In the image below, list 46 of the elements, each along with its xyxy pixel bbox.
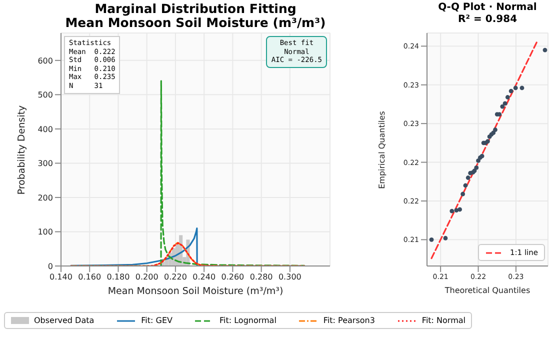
x-tick-label: 0.160 — [78, 272, 102, 282]
point — [476, 158, 480, 163]
y-tick-label: 200 — [38, 193, 53, 202]
y-tick-label: 400 — [38, 124, 53, 134]
x-tick-label: 0.280 — [250, 272, 273, 282]
point — [513, 86, 518, 90]
point — [520, 86, 524, 90]
x-tick-label: 0.260 — [221, 272, 244, 282]
point — [443, 236, 448, 240]
y-tick-label: 0 — [48, 262, 53, 271]
x-tick-label: 0.140 — [50, 272, 72, 282]
x-tick-label: 0.200 — [135, 272, 158, 282]
y-tick-label: 600 — [38, 56, 53, 66]
legend-label: Observed Data — [34, 316, 94, 325]
y-tick-label: 300 — [38, 159, 53, 168]
x-axis-title: Mean Monsoon Soil Moisture (m³/m³) — [106, 286, 284, 297]
point — [458, 207, 462, 212]
y-tick-label: 100 — [38, 228, 53, 237]
point — [542, 48, 548, 52]
chart-subtitle: Mean Monsoon Soil Moisture (m³/m³) — [64, 15, 327, 30]
point — [463, 183, 468, 188]
point — [502, 101, 508, 106]
legend-label: Fit: GEV — [141, 316, 172, 325]
point — [500, 104, 505, 109]
point — [505, 95, 510, 100]
point — [474, 165, 479, 170]
point — [450, 208, 454, 214]
chart-title: Marginal Distribution Fitting — [94, 1, 298, 16]
y-tick-label: 500 — [38, 90, 53, 100]
x-tick-label: 0.300 — [278, 272, 302, 282]
legend-label: Fit: Pearson3 — [323, 316, 375, 325]
y-axis-title: Empirical Quantiles — [378, 110, 386, 188]
point — [460, 192, 466, 196]
x-tick-label: 0.240 — [192, 272, 216, 282]
chart-title: Q-Q Plot · Normal — [437, 2, 538, 14]
point — [508, 88, 514, 94]
x-axis-title: Theoretical Quantiles — [444, 286, 532, 295]
legend-label: Fit: Lognormal — [219, 316, 276, 325]
point — [493, 128, 498, 132]
point — [429, 237, 434, 242]
chart-subtitle: R² = 0.984 — [456, 14, 518, 26]
x-tick-label: 0.220 — [164, 272, 187, 282]
y-axis-title: Probability Density — [16, 104, 28, 194]
point — [466, 176, 470, 180]
x-tick-label: 0.180 — [106, 272, 130, 282]
legend-label: Fit: Normal — [422, 316, 466, 325]
